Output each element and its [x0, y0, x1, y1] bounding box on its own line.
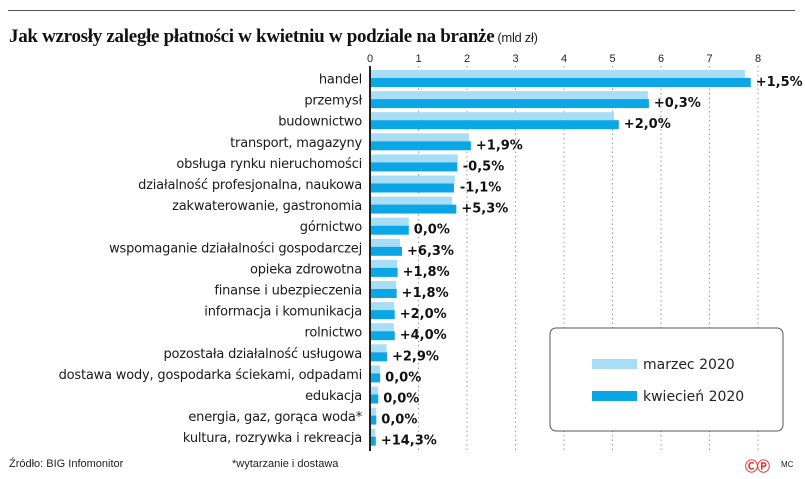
change-label: +1,5% — [756, 75, 803, 90]
change-label: -0,5% — [463, 159, 504, 174]
legend-swatch-marzec — [592, 359, 637, 369]
x-tick-label: 3 — [512, 53, 518, 65]
bar-marzec — [370, 112, 614, 121]
source-note: Źródło: BIG Infomonitor — [9, 458, 124, 470]
category-label: obsługa rynku nieruchomości — [176, 157, 362, 172]
bar-marzec — [370, 175, 455, 184]
bar-marzec — [370, 281, 397, 289]
bar-kwiecien — [370, 436, 376, 446]
bar-marzec — [370, 238, 401, 247]
bar-marzec — [370, 154, 458, 163]
change-label: +4,0% — [400, 328, 447, 343]
x-tick-label: 5 — [609, 53, 615, 65]
bar-kwiecien — [370, 204, 457, 214]
change-label: +6,3% — [407, 244, 454, 259]
bar-marzec — [370, 407, 377, 416]
bar-marzec — [370, 70, 745, 78]
legend-label-marzec: marzec 2020 — [643, 357, 735, 373]
bar-kwiecien — [370, 373, 381, 383]
category-label: górnictwo — [300, 220, 362, 235]
bar-marzec — [370, 386, 379, 395]
change-label: +5,3% — [461, 202, 508, 217]
change-label: +2,0% — [624, 117, 671, 132]
change-label: +1,9% — [476, 138, 523, 153]
change-label: +2,9% — [392, 349, 439, 364]
bar-marzec — [370, 302, 395, 311]
x-tick-label: 6 — [658, 53, 664, 65]
top-rule — [8, 10, 795, 11]
bar-marzec — [370, 196, 452, 205]
change-label: 0,0% — [383, 392, 419, 407]
bar-kwiecien — [370, 267, 398, 277]
category-label: pozostała działalność usługowa — [163, 347, 362, 362]
bar-kwiecien — [370, 289, 397, 298]
change-label: +1,8% — [403, 265, 450, 280]
bar-kwiecien — [370, 78, 751, 87]
legend-label-kwiecien: kwiecień 2020 — [643, 389, 744, 405]
change-label: +0,3% — [654, 96, 701, 111]
bar-kwiecien — [370, 183, 454, 193]
bar-kwiecien — [370, 394, 379, 404]
bar-kwiecien — [370, 120, 619, 130]
category-label: dostawa wody, gospodarka ściekami, odpad… — [59, 368, 362, 383]
bar-kwiecien — [370, 310, 395, 320]
change-label: 0,0% — [385, 370, 421, 385]
author-initials: MC — [781, 460, 794, 469]
change-label: +2,0% — [400, 307, 447, 322]
x-tick-label: 8 — [755, 53, 761, 65]
chart-title: Jak wzrosły zaległe płatności w kwietniu… — [9, 26, 538, 48]
category-label: wspomaganie działalności gospodarczej — [109, 241, 362, 256]
category-label: zakwaterowanie, gastronomia — [172, 199, 362, 214]
category-label: przemysł — [304, 94, 362, 109]
category-label: edukacja — [305, 389, 362, 404]
change-label: 0,0% — [414, 223, 450, 238]
category-label: opieka zdrowotna — [250, 262, 362, 277]
bar-marzec — [370, 344, 387, 353]
category-label: handel — [319, 73, 362, 88]
copyright-icon: ⒸⓅ — [745, 459, 770, 474]
change-label: -1,1% — [460, 181, 501, 196]
x-tick-label: 2 — [464, 53, 470, 65]
footnote: *wytarzanie i dostawa — [232, 458, 339, 470]
bar-kwiecien — [370, 99, 649, 109]
chart-unit: (mld zł) — [497, 30, 538, 45]
chart-title-text: Jak wzrosły zaległe płatności w kwietniu… — [9, 26, 495, 47]
legend-swatch-kwiecien — [592, 391, 637, 401]
bar-kwiecien — [370, 331, 395, 341]
bar-marzec — [370, 91, 648, 100]
bar-marzec — [370, 323, 394, 332]
category-label: finanse i ubezpieczenia — [214, 284, 362, 299]
bar-marzec — [370, 259, 398, 268]
bar-marzec — [370, 365, 381, 374]
x-tick-label: 0 — [367, 53, 373, 65]
bar-kwiecien — [370, 352, 387, 362]
bar-kwiecien — [370, 415, 377, 425]
category-label: energia, gaz, gorąca woda* — [188, 410, 362, 425]
category-label: działalność profesjonalna, naukowa — [138, 178, 362, 193]
category-label: transport, magazyny — [230, 136, 362, 151]
x-tick-label: 7 — [706, 53, 712, 65]
legend-box — [549, 327, 784, 432]
change-label: +14,3% — [381, 434, 437, 449]
x-tick-label: 4 — [561, 53, 567, 65]
bar-kwiecien — [370, 225, 409, 235]
bar-marzec — [370, 217, 409, 226]
change-label: 0,0% — [381, 413, 417, 428]
category-label: budownictwo — [278, 115, 362, 130]
x-tick-label: 1 — [415, 53, 421, 65]
bar-marzec — [370, 133, 469, 142]
bar-kwiecien — [370, 246, 403, 256]
category-label: kultura, rozrywka i rekreacja — [183, 431, 362, 446]
bar-kwiecien — [370, 141, 471, 151]
category-label: rolnictwo — [304, 326, 362, 341]
bar-kwiecien — [370, 162, 458, 172]
change-label: +1,8% — [402, 286, 449, 301]
bar-marzec — [370, 428, 376, 437]
category-label: informacja i komunikacja — [204, 305, 362, 320]
